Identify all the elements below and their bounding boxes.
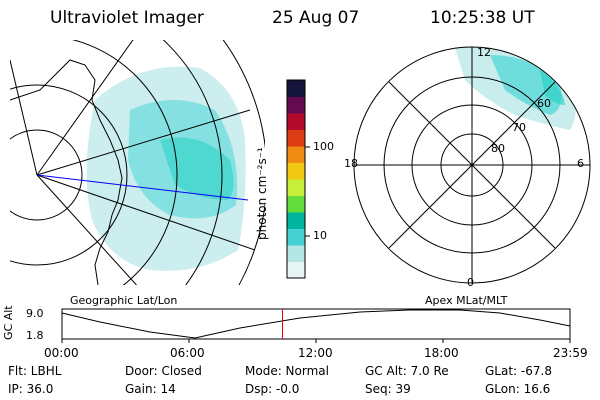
lat-label-80: 80 bbox=[491, 142, 505, 155]
colorbar-segment bbox=[287, 245, 305, 262]
mlt-label-0: 0 bbox=[467, 276, 474, 289]
x-tick-0600: 06:00 bbox=[170, 346, 205, 360]
status-mode: Mode: Normal bbox=[245, 364, 329, 378]
status-glon: GLon: 16.6 bbox=[485, 382, 551, 396]
colorbar-segment bbox=[287, 261, 305, 279]
status-glat: GLat: -67.8 bbox=[485, 364, 552, 378]
status-seq: Seq: 39 bbox=[365, 382, 411, 396]
geographic-map bbox=[10, 40, 265, 285]
colorbar-segment bbox=[287, 162, 305, 180]
left-panel-label: Geographic Lat/Lon bbox=[70, 294, 178, 307]
mlt-label-6: 6 bbox=[577, 157, 584, 170]
x-tick-0000: 00:00 bbox=[44, 346, 79, 360]
coastline bbox=[10, 59, 123, 285]
date-label: 25 Aug 07 bbox=[272, 8, 360, 28]
colorbar bbox=[287, 80, 305, 279]
status-gain: Gain: 14 bbox=[125, 382, 176, 396]
colorbar-segment bbox=[287, 146, 305, 163]
gc-alt-axis-label: GC Alt bbox=[2, 305, 15, 340]
status-door: Door: Closed bbox=[125, 364, 202, 378]
status-ip: IP: 36.0 bbox=[8, 382, 54, 396]
satellite-track-line bbox=[36, 174, 249, 201]
status-gc-alt: GC Alt: 7.0 Re bbox=[365, 364, 449, 378]
y-tick-1-8: 1.8 bbox=[26, 329, 44, 342]
x-tick-1200: 12:00 bbox=[298, 346, 333, 360]
mlt-label-12: 12 bbox=[477, 46, 491, 59]
status-flt: Flt: LBHL bbox=[8, 364, 62, 378]
app-title: Ultraviolet Imager bbox=[50, 8, 204, 28]
colorbar-segment bbox=[287, 113, 305, 130]
x-tick-1800: 18:00 bbox=[424, 346, 459, 360]
status-dsp: Dsp: -0.0 bbox=[245, 382, 300, 396]
mlt-label-18: 18 bbox=[344, 157, 358, 170]
colorbar-segment bbox=[287, 129, 305, 147]
colorbar-segment bbox=[287, 195, 305, 213]
x-tick-2359: 23:59 bbox=[553, 346, 588, 360]
altitude-curve bbox=[61, 309, 571, 339]
colorbar-segment bbox=[287, 228, 305, 246]
colorbar-segment bbox=[287, 80, 305, 97]
y-tick-9: 9.0 bbox=[26, 307, 44, 320]
colorbar-segment bbox=[287, 179, 305, 196]
colorbar-segment bbox=[287, 212, 305, 229]
lat-label-70: 70 bbox=[512, 121, 526, 134]
time-label: 10:25:38 UT bbox=[430, 8, 535, 28]
colorbar-segment bbox=[287, 96, 305, 114]
colorbar-tick-10: 10 bbox=[313, 229, 327, 242]
right-panel-label: Apex MLat/MLT bbox=[425, 294, 508, 307]
lat-label-60: 60 bbox=[537, 97, 551, 110]
colorbar-tick-100: 100 bbox=[313, 140, 334, 153]
colorbar-unit-label: photon cm⁻²s⁻¹ bbox=[255, 147, 269, 240]
altitude-timeline bbox=[61, 308, 571, 343]
